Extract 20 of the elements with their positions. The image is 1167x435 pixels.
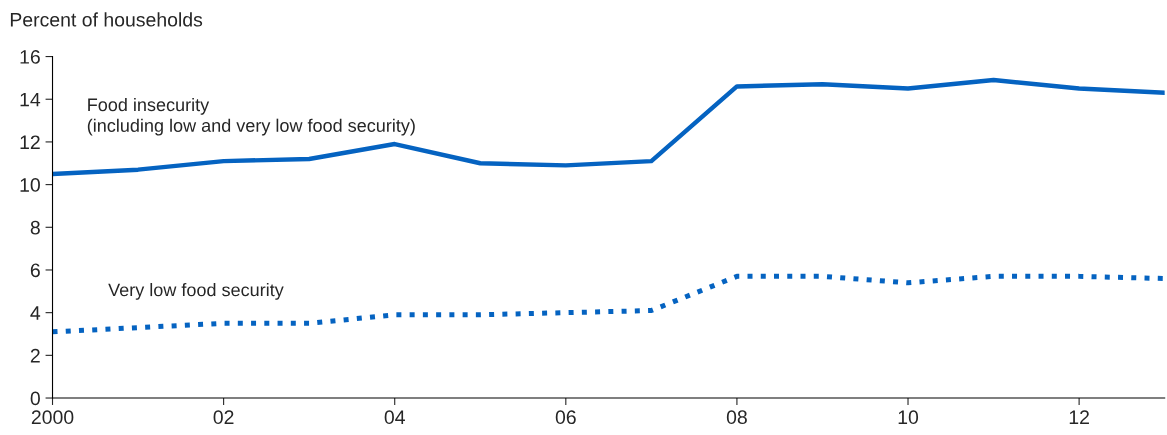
y-tick-label: 12 xyxy=(20,135,40,149)
x-tick-label: 10 xyxy=(898,410,919,425)
series-label: Food insecurity (including low and very low food security) xyxy=(87,97,415,136)
series-label: Very low food security xyxy=(108,283,284,300)
y-tick-label: 16 xyxy=(20,50,40,64)
y-tick-label: 2 xyxy=(30,348,40,363)
x-tick-label: 06 xyxy=(555,410,576,425)
y-tick-label: 8 xyxy=(30,220,40,235)
y-tick-label: 10 xyxy=(20,178,40,192)
x-tick-label: 08 xyxy=(726,410,747,425)
y-tick-label: 6 xyxy=(30,263,40,278)
y-axis-title: Percent of households xyxy=(10,12,203,27)
x-tick-label: 04 xyxy=(384,410,405,425)
y-tick-label: 14 xyxy=(20,92,41,107)
x-tick-label: 12 xyxy=(1069,410,1089,424)
x-tick-label: 02 xyxy=(213,410,234,425)
y-tick-label: 0 xyxy=(30,391,40,406)
y-tick-label: 4 xyxy=(30,306,41,320)
line-series xyxy=(52,77,1165,177)
x-tick-label: 2000 xyxy=(31,410,74,425)
